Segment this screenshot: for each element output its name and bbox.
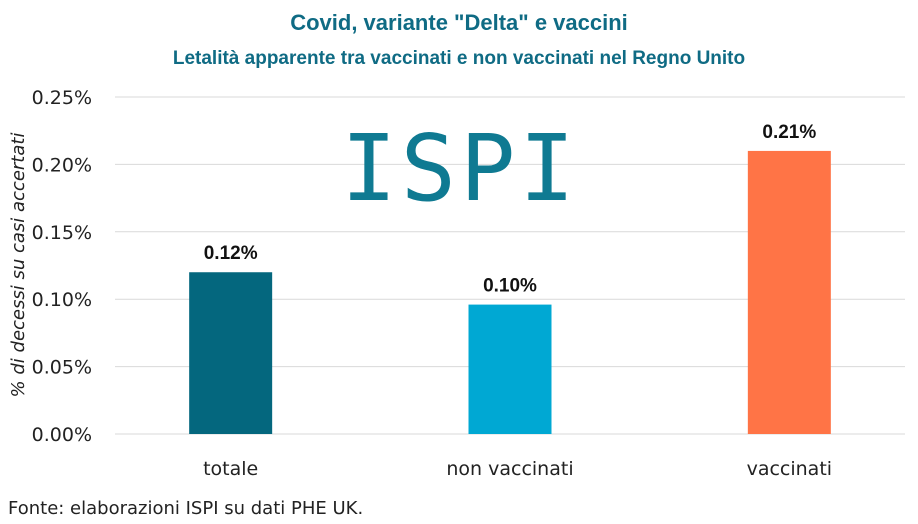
- y-tick-label: 0.05%: [32, 357, 92, 379]
- y-tick-label: 0.15%: [32, 222, 92, 244]
- bar-vaccinati: [747, 150, 831, 435]
- y-tick-label: 0.25%: [32, 87, 92, 109]
- chart-subtitle: Letalità apparente tra vaccinati e non v…: [173, 48, 745, 69]
- data-labels: 0.12% 0.10% 0.21%: [204, 122, 817, 297]
- y-axis-label: % di decessi su casi accertati: [8, 133, 29, 398]
- bars: [189, 150, 831, 435]
- data-label: 0.12%: [204, 243, 258, 264]
- category-label: totale: [203, 458, 258, 480]
- chart-title: Covid, variante "Delta" e vaccini: [290, 10, 628, 35]
- y-axis-ticks: 0.00% 0.05% 0.10% 0.15% 0.20% 0.25%: [32, 87, 92, 446]
- category-labels: totale non vaccinati vaccinati: [203, 458, 832, 480]
- category-label: non vaccinati: [446, 458, 573, 480]
- source-note: Fonte: elaborazioni ISPI su dati PHE UK.: [8, 498, 363, 519]
- bar-non-vaccinati: [468, 304, 552, 434]
- data-label: 0.10%: [483, 276, 537, 297]
- y-tick-label: 0.10%: [32, 289, 92, 311]
- data-label: 0.21%: [762, 122, 816, 143]
- y-tick-label: 0.20%: [32, 154, 92, 176]
- ispi-logo: ISPI: [341, 115, 579, 222]
- bar-totale: [189, 272, 273, 434]
- y-tick-label: 0.00%: [32, 424, 92, 446]
- category-label: vaccinati: [747, 458, 832, 480]
